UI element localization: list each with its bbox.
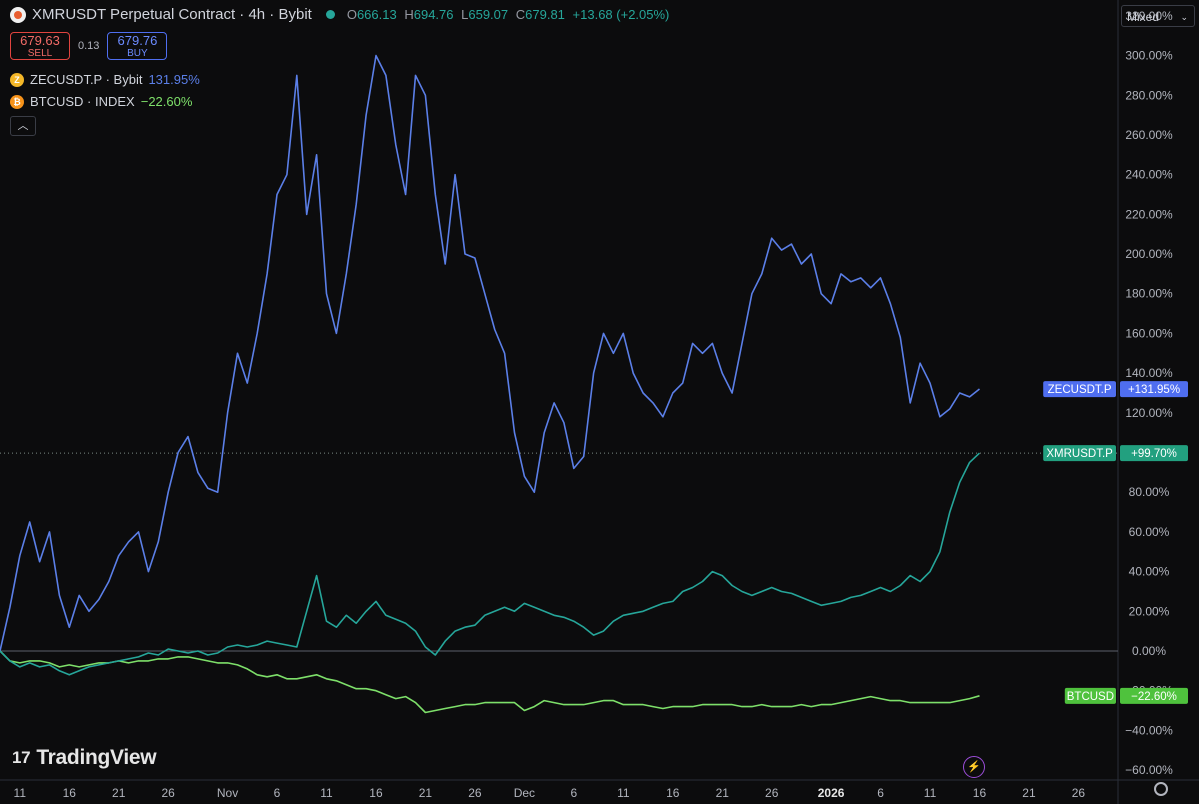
x-tick-label: 11	[320, 786, 333, 800]
symbol-title[interactable]: XMRUSDT Perpetual Contract · 4h · Bybit	[32, 6, 312, 23]
series-line-btcusd	[0, 650, 980, 714]
series-line-xmrusdtp	[0, 452, 981, 676]
y-tick-label: 180.00%	[1125, 287, 1173, 301]
series-value-badge-label: +131.95%	[1128, 384, 1180, 396]
chart-header: XMRUSDT Perpetual Contract · 4h · Bybit …	[10, 6, 673, 23]
tradingview-logo: 17 TradingView	[12, 746, 157, 769]
x-tick-label: 6	[877, 786, 884, 800]
legend-item-btc[interactable]: ₿ BTCUSD · INDEX −22.60%	[10, 94, 192, 109]
y-tick-label: 240.00%	[1125, 168, 1173, 182]
x-tick-label: 21	[716, 786, 730, 800]
series-name-badge	[1043, 445, 1116, 462]
x-tick-label: 16	[63, 786, 77, 800]
y-tick-label: 160.00%	[1125, 326, 1173, 340]
y-tick-label: 220.00%	[1125, 207, 1173, 221]
ohlc-readout: O666.13 H694.76 L659.07 C679.81 +13.68 (…	[346, 7, 670, 22]
gear-icon[interactable]	[1154, 782, 1168, 796]
x-tick-label: 26	[765, 786, 779, 800]
spread-value: 0.13	[78, 40, 100, 52]
y-tick-label: 260.00%	[1125, 128, 1173, 142]
legend-value: 131.95%	[148, 72, 200, 87]
tradingview-mark-icon: 17	[12, 748, 31, 767]
x-tick-label: 26	[468, 786, 482, 800]
chevron-down-icon: ⌄	[1180, 12, 1188, 22]
x-tick-label: 21	[112, 786, 126, 800]
y-tick-label: 280.00%	[1125, 88, 1173, 102]
y-tick-label: 40.00%	[1129, 565, 1170, 579]
y-tick-label: 140.00%	[1125, 366, 1173, 380]
series-name-badge-label: ZECUSDT.P	[1048, 384, 1112, 396]
legend-value: −22.60%	[140, 94, 193, 109]
series-name-badge	[1064, 687, 1116, 704]
x-tick-label: 16	[666, 786, 680, 800]
y-tick-label: 60.00%	[1129, 525, 1170, 539]
x-tick-label: 16	[973, 786, 987, 800]
x-tick-label: 21	[1022, 786, 1036, 800]
series-name-badge-label: BTCUSD	[1067, 691, 1114, 703]
y-tick-label: 200.00%	[1125, 247, 1173, 261]
x-tick-label: 21	[419, 786, 433, 800]
x-tick-label: Dec	[514, 786, 535, 800]
series-value-badge	[1120, 687, 1188, 704]
btc-coin-icon: ₿	[10, 94, 24, 109]
x-tick-label: 2026	[818, 786, 845, 800]
y-tick-label: 320.00%	[1125, 9, 1173, 23]
x-tick-label: Nov	[217, 786, 238, 800]
series-value-badge	[1120, 381, 1188, 398]
y-tick-label: 0.00%	[1132, 644, 1166, 658]
series-line-zecusdtp	[0, 54, 980, 652]
x-tick-label: 11	[14, 786, 27, 800]
legend-symbol: ZECUSDT.P · Bybit	[30, 72, 143, 87]
sell-button[interactable]: 679.63 SELL	[10, 32, 70, 60]
xmr-logo-icon	[10, 6, 26, 23]
x-tick-label: 11	[924, 786, 937, 800]
y-tick-label: 20.00%	[1129, 604, 1170, 618]
x-tick-label: 6	[570, 786, 577, 800]
change-value: +13.68 (+2.05%)	[572, 7, 670, 22]
zec-coin-icon: Z	[10, 72, 24, 87]
x-tick-label: 11	[617, 786, 630, 800]
x-tick-label: 26	[162, 786, 176, 800]
trade-panel: 679.63 SELL 0.13 679.76 BUY	[10, 32, 168, 60]
legend-symbol: BTCUSD · INDEX	[30, 94, 135, 109]
buy-button[interactable]: 679.76 BUY	[107, 32, 168, 60]
collapse-legend-button[interactable]: ︿	[10, 116, 36, 136]
y-tick-label: 80.00%	[1129, 485, 1170, 499]
scale-mode-select[interactable]: Mixed ⌄	[1121, 5, 1195, 27]
y-tick-label: −60.00%	[1125, 763, 1173, 777]
legend-item-zec[interactable]: Z ZECUSDT.P · Bybit 131.95%	[10, 72, 200, 87]
y-tick-label: 300.00%	[1125, 49, 1173, 63]
series-name-badge-label: XMRUSDT.P	[1046, 448, 1113, 460]
series-value-badge-label: −22.60%	[1131, 691, 1177, 703]
market-status-icon	[325, 10, 335, 19]
lightning-icon[interactable]: ⚡	[963, 756, 985, 778]
series-value-badge	[1120, 445, 1188, 462]
series-value-badge-label: +99.70%	[1131, 448, 1177, 460]
x-tick-label: 6	[274, 786, 281, 800]
series-name-badge	[1043, 381, 1116, 398]
y-tick-label: 120.00%	[1125, 406, 1173, 420]
x-tick-label: 16	[369, 786, 383, 800]
y-tick-label: −40.00%	[1125, 723, 1173, 737]
x-tick-label: 26	[1072, 786, 1086, 800]
